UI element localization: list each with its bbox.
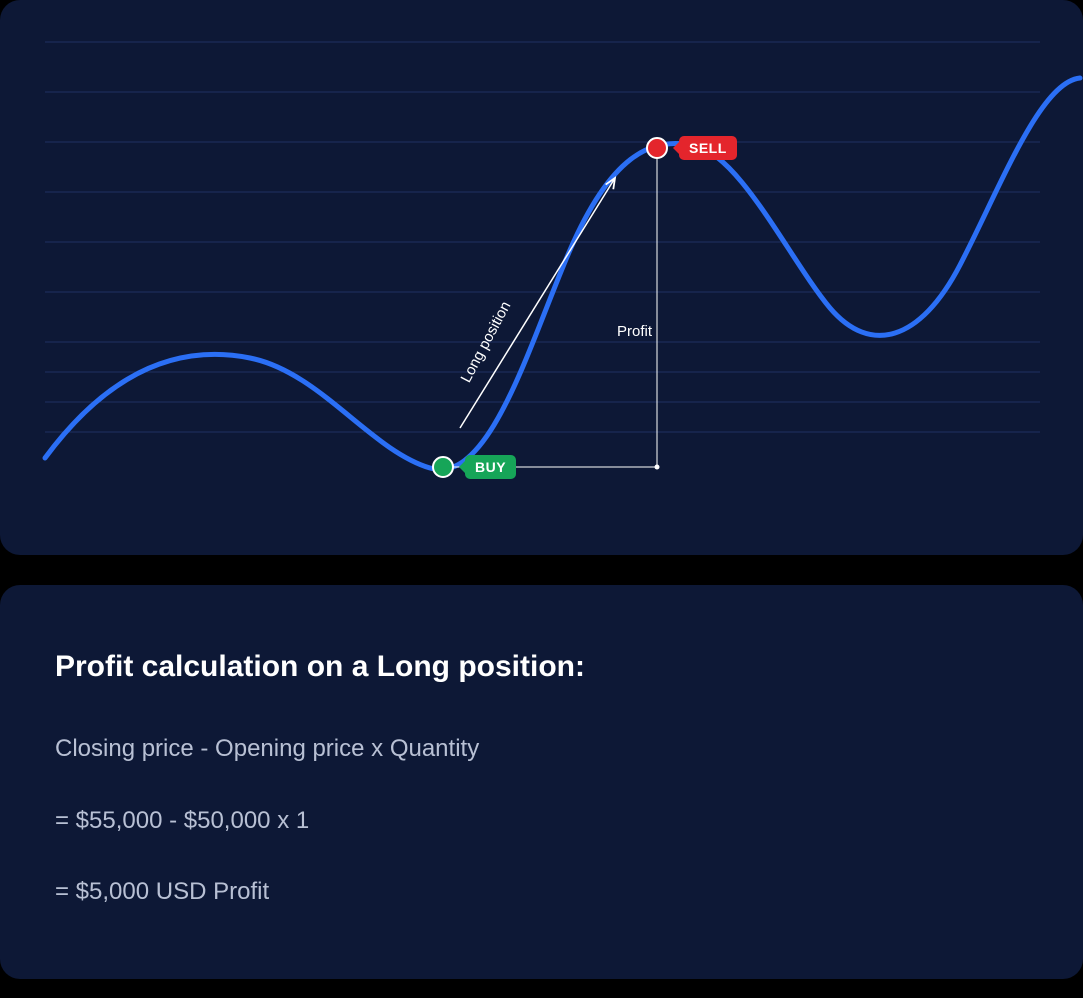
- gridlines: [45, 42, 1040, 432]
- long-position-arrow: [460, 178, 615, 428]
- buy-marker: [433, 457, 453, 477]
- profit-label: Profit: [617, 323, 652, 340]
- calculation-panel: Profit calculation on a Long position: C…: [0, 585, 1083, 979]
- sell-marker: [647, 138, 667, 158]
- chart-panel: BUY SELL Profit Long position: [0, 0, 1083, 555]
- buy-badge: BUY: [465, 455, 516, 479]
- calc-formula: Closing price - Opening price x Quantity: [55, 732, 1028, 766]
- calc-result: = $5,000 USD Profit: [55, 875, 1028, 909]
- profit-corner-dot: [655, 465, 660, 470]
- price-curve: [45, 78, 1080, 470]
- calc-substitution: = $55,000 - $50,000 x 1: [55, 804, 1028, 838]
- chart-svg: [0, 0, 1083, 555]
- calc-title: Profit calculation on a Long position:: [55, 650, 1028, 684]
- sell-badge: SELL: [679, 136, 737, 160]
